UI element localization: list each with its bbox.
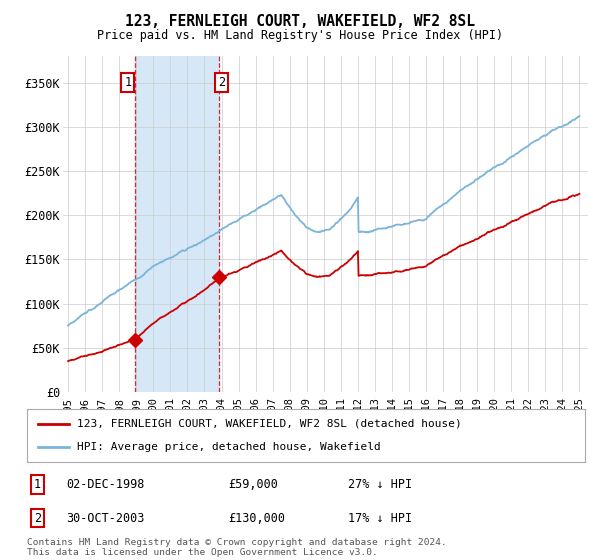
Text: £130,000: £130,000 [228,511,285,525]
Text: 02-DEC-1998: 02-DEC-1998 [66,478,145,491]
Text: 27% ↓ HPI: 27% ↓ HPI [348,478,412,491]
Text: 2: 2 [34,511,41,525]
Text: 30-OCT-2003: 30-OCT-2003 [66,511,145,525]
Text: 1: 1 [124,76,131,89]
Text: 17% ↓ HPI: 17% ↓ HPI [348,511,412,525]
Text: £59,000: £59,000 [228,478,278,491]
Text: 1: 1 [34,478,41,491]
Bar [135,56,218,392]
Text: Price paid vs. HM Land Registry's House Price Index (HPI): Price paid vs. HM Land Registry's House … [97,29,503,42]
Text: Contains HM Land Registry data © Crown copyright and database right 2024.
This d: Contains HM Land Registry data © Crown c… [27,538,447,557]
Text: 123, FERNLEIGH COURT, WAKEFIELD, WF2 8SL: 123, FERNLEIGH COURT, WAKEFIELD, WF2 8SL [125,14,475,29]
Text: 2: 2 [218,76,225,89]
Text: HPI: Average price, detached house, Wakefield: HPI: Average price, detached house, Wake… [77,442,381,452]
Text: 123, FERNLEIGH COURT, WAKEFIELD, WF2 8SL (detached house): 123, FERNLEIGH COURT, WAKEFIELD, WF2 8SL… [77,419,462,429]
